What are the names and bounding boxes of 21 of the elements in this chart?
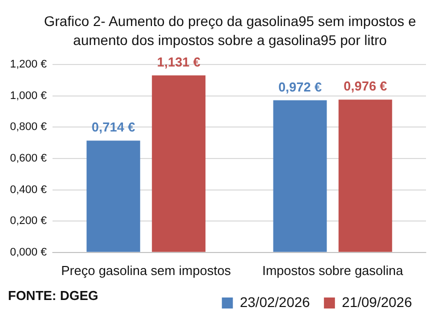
- legend-label: 23/02/2026: [240, 294, 310, 310]
- data-label: 1,131 €: [157, 54, 200, 70]
- y-tick-label: 0,000 €: [10, 246, 47, 258]
- legend-label: 21/09/2026: [342, 294, 412, 310]
- bar: [338, 100, 392, 252]
- data-label: 0,714 €: [92, 120, 136, 135]
- y-tick-label: 1,000 €: [10, 90, 47, 102]
- chart-title: Grafico 2- Aumento do preço da gasolina95 sem impostos e aumento dos impostos sobre a gasolina95 por litro: [43, 12, 417, 50]
- x-tick-label: Impostos sobre gasolina: [262, 262, 404, 278]
- x-tick-label: Preço gasolina sem impostos: [61, 262, 232, 278]
- y-tick-label: 0,400 €: [10, 184, 47, 196]
- bar: [273, 100, 327, 252]
- y-tick-label: 0,200 €: [10, 215, 47, 228]
- bar: [86, 140, 140, 252]
- source-note: FONTE: DGEG: [8, 288, 98, 303]
- y-tick-label: 0,600 €: [10, 152, 47, 165]
- data-label: 0,976 €: [344, 78, 388, 94]
- data-label: 0,972 €: [278, 79, 322, 94]
- y-tick-label: 1,200 €: [10, 58, 47, 71]
- y-tick-label: 0,800 €: [10, 121, 47, 134]
- bar: [152, 75, 206, 252]
